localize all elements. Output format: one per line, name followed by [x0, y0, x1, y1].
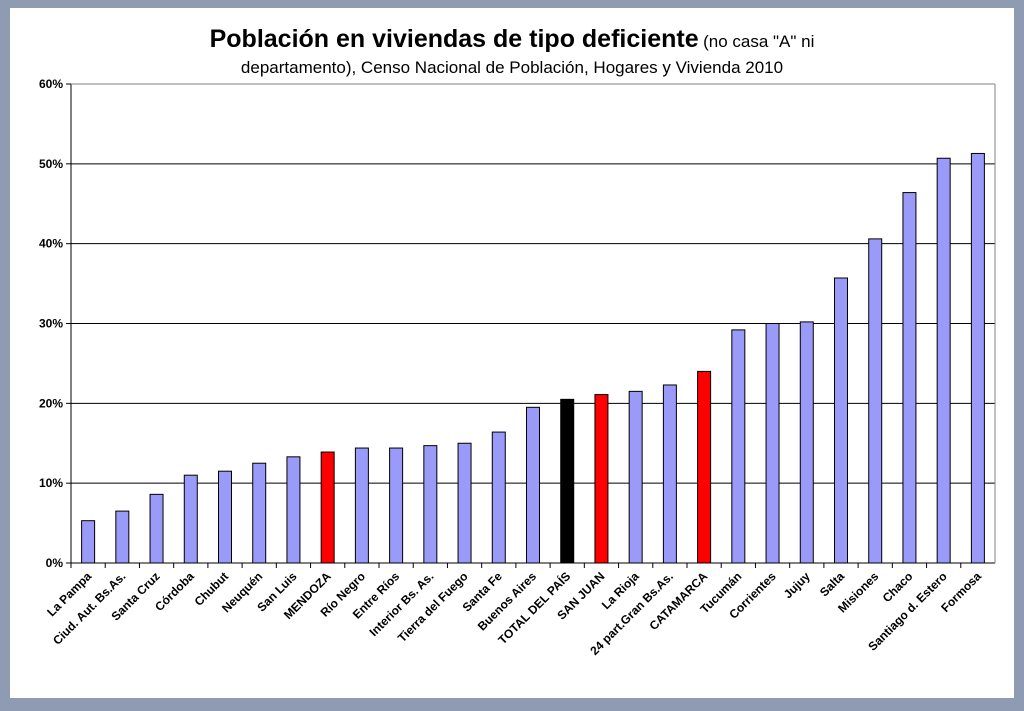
- bar: [970, 152, 985, 564]
- chart-title-note: (no casa "A" ni: [703, 32, 815, 51]
- bar: [320, 451, 335, 564]
- bar: [115, 510, 130, 564]
- y-tick-label: 20%: [39, 396, 63, 410]
- bar: [252, 462, 267, 564]
- bar: [936, 157, 951, 564]
- bar: [594, 394, 609, 564]
- bar: [354, 447, 369, 564]
- bar: [218, 470, 232, 564]
- bar: [183, 474, 198, 564]
- bar: [286, 456, 301, 564]
- bar: [389, 447, 404, 564]
- y-tick-label: 60%: [39, 77, 63, 91]
- bar: [731, 329, 746, 564]
- bar: [423, 445, 438, 564]
- y-tick-label: 40%: [39, 237, 63, 251]
- bar: [662, 384, 677, 564]
- y-tick-label: 10%: [39, 476, 63, 490]
- bar: [697, 370, 712, 564]
- bar: [526, 406, 540, 564]
- y-tick-label: 30%: [39, 317, 63, 331]
- bar: [834, 277, 848, 564]
- x-tick-label: Salta: [817, 569, 847, 599]
- chart-title-main: Población en viviendas de tipo deficient…: [209, 25, 699, 53]
- bar: [149, 493, 164, 564]
- bar: [799, 321, 814, 564]
- bar: [81, 520, 96, 564]
- bar: [491, 431, 506, 564]
- chart-subtitle: departamento), Censo Nacional de Poblaci…: [240, 58, 784, 77]
- bar: [902, 192, 917, 564]
- chart-title: Población en viviendas de tipo deficient…: [0, 24, 1024, 58]
- bar: [457, 442, 472, 564]
- bar: [628, 390, 643, 564]
- x-tick-label: Jujuy: [781, 569, 813, 601]
- y-tick-label: 50%: [39, 157, 63, 171]
- bar: [765, 323, 780, 564]
- bar: [560, 398, 575, 564]
- bar: [868, 238, 883, 564]
- y-tick-label: 0%: [46, 556, 64, 570]
